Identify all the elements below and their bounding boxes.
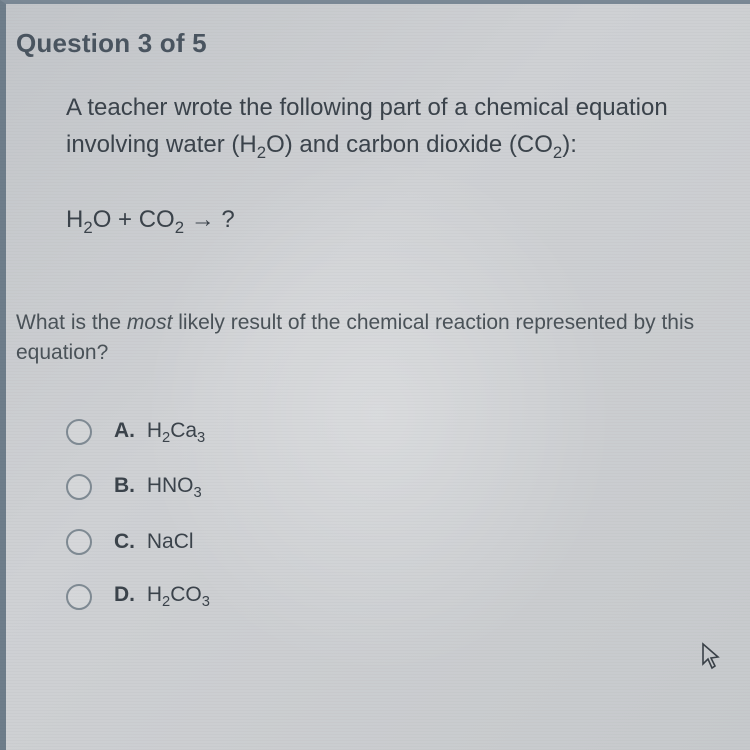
question-line2-a: involving water (H (66, 131, 257, 158)
option-b-label: B. HNO3 (114, 474, 202, 501)
eq-s2: 2 (175, 218, 184, 237)
prompt-emph: most (127, 311, 173, 334)
option-a-letter: A. (114, 419, 135, 442)
option-b-sub1: 3 (194, 485, 202, 501)
quiz-screen: Question 3 of 5 A teacher wrote the foll… (0, 0, 750, 750)
question-counter: Question 3 of 5 (6, 4, 750, 69)
option-d-sub1: 2 (162, 594, 170, 610)
question-line2-c: ): (562, 131, 577, 158)
question-line2-b: O) and carbon dioxide (CO (266, 131, 553, 158)
option-c[interactable]: C. NaCl (66, 529, 740, 555)
option-d-letter: D. (114, 583, 135, 606)
radio-d[interactable] (66, 584, 92, 610)
option-d-label: D. H2CO3 (114, 583, 210, 610)
option-c-pre: NaCl (147, 530, 194, 553)
option-b-pre: HNO (147, 474, 194, 497)
question-line1: A teacher wrote the following part of a … (66, 94, 668, 121)
option-a-sub2: 3 (197, 430, 205, 446)
option-d-sub2: 3 (202, 594, 210, 610)
option-a[interactable]: A. H2Ca3 (66, 419, 740, 446)
option-d[interactable]: D. H2CO3 (66, 583, 740, 610)
radio-c[interactable] (66, 529, 92, 555)
radio-a[interactable] (66, 419, 92, 445)
chemical-equation: H2O + CO2 → ? (6, 176, 750, 268)
question-prompt: What is the most likely result of the ch… (6, 268, 750, 389)
option-a-sub1: 2 (162, 430, 170, 446)
eq-s1: 2 (83, 218, 92, 237)
option-d-mid: CO (170, 583, 202, 606)
prompt-pre: What is the (16, 311, 127, 334)
option-b-letter: B. (114, 474, 135, 497)
option-c-label: C. NaCl (114, 530, 194, 554)
question-sub2: 2 (553, 143, 562, 162)
answer-options: A. H2Ca3 B. HNO3 C. NaCl D. H2CO3 (6, 389, 750, 649)
option-b[interactable]: B. HNO3 (66, 474, 740, 501)
cursor-icon (700, 642, 722, 670)
radio-b[interactable] (66, 474, 92, 500)
option-a-mid: Ca (170, 419, 197, 442)
option-c-letter: C. (114, 530, 135, 553)
eq-p3: → ? (184, 206, 235, 233)
option-d-pre: H (147, 583, 162, 606)
option-a-label: A. H2Ca3 (114, 419, 205, 446)
eq-p2: O + CO (93, 206, 175, 233)
option-a-pre: H (147, 419, 162, 442)
question-text: A teacher wrote the following part of a … (6, 69, 750, 176)
question-sub1: 2 (257, 143, 266, 162)
eq-p1: H (66, 206, 83, 233)
